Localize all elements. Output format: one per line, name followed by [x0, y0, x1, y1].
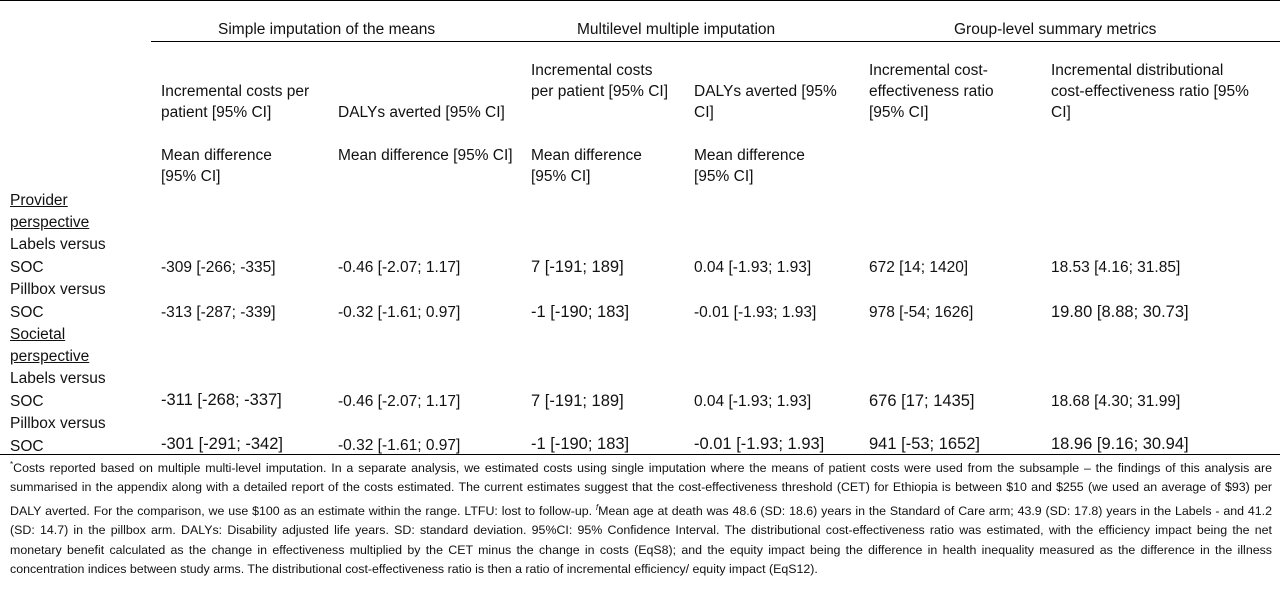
- meandiff-header-simple-dalys: Mean difference [95% CI]: [338, 147, 513, 164]
- meandiff-header-multilevel-costs: Mean difference [95% CI]: [531, 147, 642, 185]
- table-cell: -311 [-268; -337]: [161, 391, 282, 409]
- top-rule: [0, 0, 1280, 1]
- table-cell: -1 [-190; 183]: [531, 303, 630, 321]
- row-label-soc: SOC: [10, 304, 44, 321]
- meandiff-header-multilevel-dalys: Mean difference [95% CI]: [694, 147, 805, 185]
- table-cell: -1 [-190; 183]: [531, 435, 630, 453]
- table-cell: 18.53 [4.16; 31.85]: [1051, 259, 1181, 276]
- col-header-simple-costs: Incremental costs per patient [95% CI]: [161, 83, 310, 121]
- group-header-simple-imputation: Simple imputation of the means: [218, 21, 436, 38]
- footnote-text-part1: Costs reported based on multiple multi-l…: [10, 461, 1272, 518]
- section-societal-line2: perspective: [10, 348, 90, 365]
- table-cell: 0.04 [-1.93; 1.93]: [694, 259, 812, 276]
- row-label-soc: SOC: [10, 393, 44, 410]
- col-header-multilevel-costs: Incremental costs per patient [95% CI]: [531, 62, 668, 100]
- table-cell: 7 [-191; 189]: [531, 392, 624, 410]
- section-provider-line1: Provider: [10, 192, 68, 209]
- table-cell: 18.68 [4.30; 31.99]: [1051, 393, 1181, 410]
- group-header-rule: [151, 41, 1280, 42]
- table-cell: -301 [-291; -342]: [161, 435, 283, 453]
- row-label-pillbox-provider: Pillbox versus: [10, 281, 106, 298]
- footnote-star: *: [10, 460, 14, 469]
- footnote-text-part2: Mean age at death was 48.6 (SD: 18.6) ye…: [10, 503, 1272, 577]
- table-cell: -0.01 [-1.93; 1.93]: [694, 304, 817, 321]
- table-cell: -313 [-287; -339]: [161, 304, 276, 321]
- table-cell: -0.32 [-1.61; 0.97]: [338, 437, 461, 454]
- table-cell: -309 [-266; -335]: [161, 259, 276, 276]
- table-cell: -0.32 [-1.61; 0.97]: [338, 304, 461, 321]
- table-cell: 0.04 [-1.93; 1.93]: [694, 393, 812, 410]
- group-header-multilevel-imputation: Multilevel multiple imputation: [577, 21, 776, 38]
- col-header-simple-dalys: DALYs averted [95% CI]: [338, 104, 505, 121]
- table-cell: 676 [17; 1435]: [869, 392, 975, 410]
- row-label-labels-societal: Labels versus: [10, 370, 106, 387]
- table-cell: 18.96 [9.16; 30.94]: [1051, 435, 1189, 453]
- table-cell: 672 [14; 1420]: [869, 259, 969, 276]
- table-footnote: *Costs reported based on multiple multi-…: [10, 455, 1272, 579]
- table-cell: 978 [-54; 1626]: [869, 304, 974, 321]
- table-cell: -0.01 [-1.93; 1.93]: [694, 435, 825, 453]
- table-cell: 7 [-191; 189]: [531, 258, 624, 276]
- section-provider-line2: perspective: [10, 214, 90, 231]
- row-label-labels-provider: Labels versus: [10, 236, 106, 253]
- footnote-dagger: f: [595, 502, 599, 512]
- row-label-soc: SOC: [10, 259, 44, 276]
- section-societal-line1: Societal: [10, 326, 66, 343]
- meandiff-header-simple-costs: Mean difference [95% CI]: [161, 147, 272, 185]
- row-label-pillbox-societal: Pillbox versus: [10, 415, 106, 432]
- col-header-idcer: Incremental distributional cost-effectiv…: [1051, 62, 1249, 121]
- col-header-multilevel-dalys: DALYs averted [95% CI]: [694, 83, 837, 121]
- table-cell: 941 [-53; 1652]: [869, 435, 981, 453]
- group-header-summary-metrics: Group-level summary metrics: [954, 21, 1157, 38]
- table-cell: -0.46 [-2.07; 1.17]: [338, 393, 461, 410]
- row-label-soc: SOC: [10, 438, 44, 455]
- col-header-icer: Incremental cost-effectiveness ratio [95…: [869, 62, 994, 121]
- table-cell: 19.80 [8.88; 30.73]: [1051, 303, 1189, 321]
- table-bottom-rule: [0, 454, 1280, 455]
- table-cell: -0.46 [-2.07; 1.17]: [338, 259, 461, 276]
